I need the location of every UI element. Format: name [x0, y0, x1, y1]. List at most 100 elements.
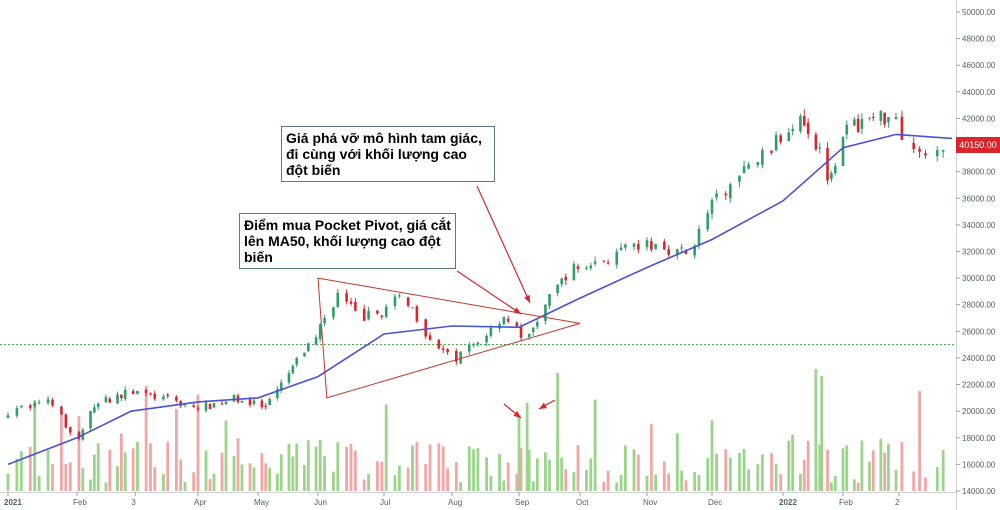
candle-body — [318, 324, 322, 340]
candle-body — [589, 265, 593, 269]
candle-body — [77, 432, 81, 440]
candle-body — [116, 394, 119, 404]
volume-bar — [826, 449, 829, 491]
candle-body — [576, 266, 580, 269]
pocket-pivot-annotation: Điểm mua Pocket Pivot, giá cắt lên MA50,… — [239, 213, 456, 269]
candle-body — [531, 328, 535, 332]
volume-bar — [498, 454, 501, 491]
volume-bar — [589, 458, 593, 491]
volume-bar — [476, 448, 480, 491]
volume-bar — [441, 446, 445, 491]
candle-body — [845, 124, 849, 135]
volume-bar — [667, 473, 671, 491]
candle-body — [489, 327, 493, 336]
candle-body — [663, 241, 666, 250]
volume-bar — [92, 454, 96, 491]
y-tick-label: 18000.00 — [962, 434, 996, 443]
volume-bar — [544, 452, 547, 491]
candle-body — [260, 400, 264, 408]
volume-bar — [833, 476, 837, 491]
candle-body — [208, 403, 212, 409]
candle-body — [51, 399, 54, 406]
volume-bar — [119, 433, 123, 491]
candle-body — [806, 122, 810, 134]
candle-body — [415, 306, 419, 322]
volume-arrow-left — [503, 403, 522, 419]
candle-body — [196, 408, 200, 410]
volume-bar — [354, 450, 357, 491]
candle-body — [204, 402, 208, 411]
candle-body — [632, 243, 636, 248]
volume-bar — [879, 438, 883, 491]
candle-body — [437, 339, 441, 349]
candle-body — [37, 402, 41, 404]
volume-bar — [144, 386, 148, 491]
candle-body — [710, 199, 714, 214]
candle-body — [314, 337, 318, 345]
candle-body — [715, 193, 718, 198]
volume-bar — [89, 479, 92, 491]
candle-body — [89, 411, 92, 429]
candle-body — [724, 193, 728, 196]
candle-body — [667, 249, 670, 255]
arrow-head — [539, 402, 547, 409]
candle-body — [323, 317, 326, 324]
candle-body — [536, 322, 539, 327]
volume-bar — [841, 448, 845, 491]
volume-bar — [287, 443, 291, 491]
candle-body — [153, 393, 157, 399]
arrow-shaft — [456, 270, 522, 315]
volume-bar — [248, 463, 252, 491]
volume-bar — [306, 440, 310, 491]
breakout-annotation: Giá phá vỡ mô hình tam giác, đi cùng với… — [281, 126, 495, 182]
y-tick-label: 24000.00 — [962, 354, 996, 363]
x-tick-label: Feb — [73, 498, 87, 507]
volume-bar — [912, 471, 916, 491]
candle-body — [924, 153, 927, 156]
x-tick-label: May — [254, 498, 269, 507]
candle-body — [393, 296, 397, 306]
volume-bar — [654, 474, 658, 491]
candle-body — [527, 333, 531, 338]
volume-bar — [564, 469, 568, 491]
candle-body — [506, 318, 510, 322]
candle-body — [818, 147, 822, 149]
candle-body — [144, 389, 148, 394]
candle-body — [332, 307, 335, 318]
volume-bar — [183, 481, 187, 491]
candle-body — [307, 343, 310, 352]
volume-bar — [220, 452, 224, 491]
candle-body — [96, 403, 100, 408]
volume-bar — [6, 473, 10, 491]
volume-bar — [104, 482, 108, 491]
candle-body — [104, 397, 108, 403]
volume-bar — [260, 453, 264, 491]
volume-bar — [697, 474, 701, 491]
volume-bar — [336, 442, 340, 491]
candle-body — [791, 128, 794, 131]
volume-bar — [393, 475, 397, 491]
y-tick-label: 36000.00 — [962, 194, 996, 203]
candle-body — [64, 414, 68, 428]
candle-body — [814, 134, 818, 150]
candlesticks — [6, 109, 945, 441]
candle-body — [108, 398, 112, 403]
candle-body — [645, 240, 649, 247]
candle-body — [548, 293, 551, 306]
candle-body — [411, 307, 414, 309]
volume-bar — [51, 464, 54, 491]
volume-bar — [615, 482, 619, 491]
candle-body — [900, 116, 904, 140]
volume-bar — [224, 420, 228, 491]
volume-bar — [19, 451, 23, 491]
candle-body — [446, 349, 449, 353]
candle-body — [738, 175, 741, 182]
volume-bar — [166, 441, 170, 491]
y-tick-label: 50000.00 — [962, 8, 996, 17]
candle-body — [248, 399, 252, 406]
candle-body — [747, 164, 750, 169]
volume-bar — [845, 445, 849, 491]
volume-bar — [900, 442, 904, 491]
candle-body — [697, 228, 701, 245]
candle-body — [303, 352, 306, 357]
